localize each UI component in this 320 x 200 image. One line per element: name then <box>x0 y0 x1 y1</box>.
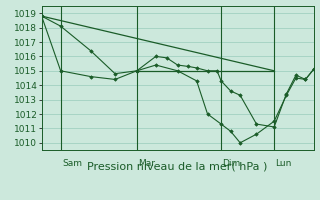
X-axis label: Pression niveau de la mer( hPa ): Pression niveau de la mer( hPa ) <box>87 161 268 171</box>
Text: Lun: Lun <box>276 159 292 168</box>
Text: Dim: Dim <box>222 159 241 168</box>
Text: Mar: Mar <box>138 159 155 168</box>
Text: Sam: Sam <box>62 159 82 168</box>
